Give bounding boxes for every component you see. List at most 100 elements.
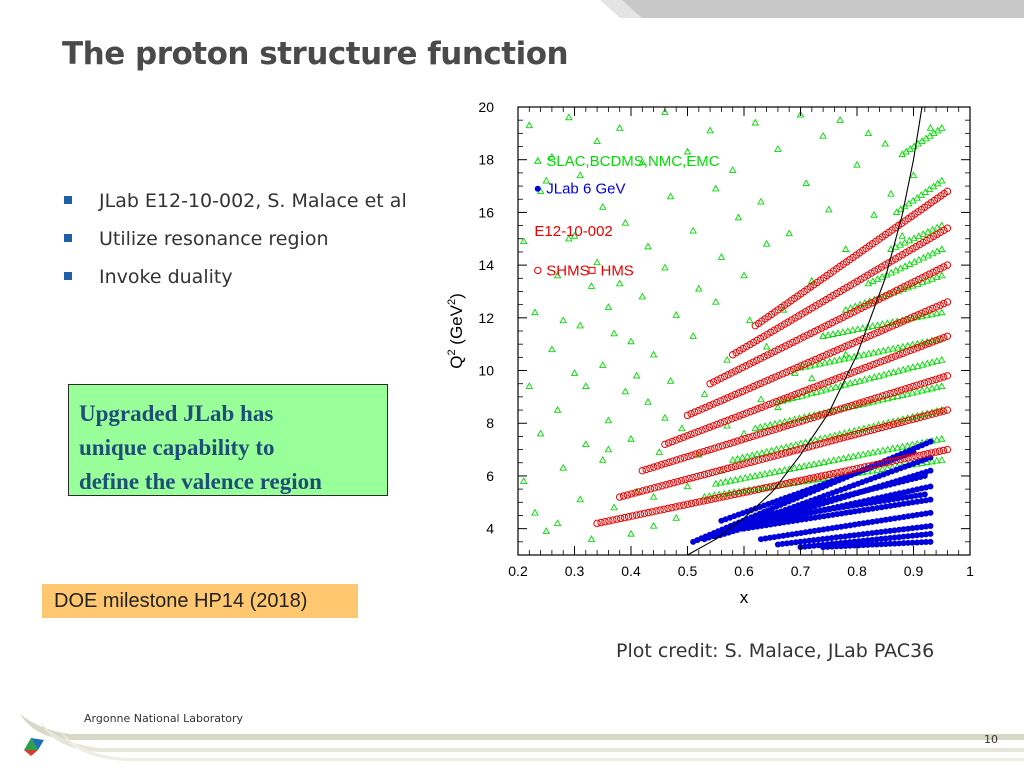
jlab6-point bbox=[891, 527, 898, 534]
slac-point bbox=[856, 376, 864, 384]
slac-point bbox=[610, 329, 618, 337]
shms-point bbox=[899, 317, 908, 325]
shms-point bbox=[683, 500, 692, 509]
jlab6-point bbox=[878, 517, 885, 524]
jlab6-point bbox=[917, 492, 924, 499]
jlab6-point bbox=[837, 533, 844, 540]
shms-point bbox=[940, 299, 948, 308]
jlab6-point bbox=[882, 528, 889, 535]
slac-point bbox=[928, 310, 936, 318]
slac-point bbox=[542, 176, 551, 184]
shms-point bbox=[869, 361, 877, 369]
shms-point bbox=[908, 453, 916, 461]
shms-point bbox=[716, 419, 725, 427]
shms-point bbox=[800, 360, 809, 368]
slac-point bbox=[937, 434, 946, 442]
valence-highlight-box: Upgraded JLab has unique capability to d… bbox=[68, 384, 388, 496]
shms-point bbox=[833, 346, 842, 354]
shms-point bbox=[762, 484, 771, 492]
slac-point bbox=[632, 371, 641, 379]
slac-point bbox=[770, 468, 779, 475]
jlab6-point bbox=[900, 526, 907, 533]
shms-point bbox=[904, 281, 912, 289]
shms-point bbox=[656, 506, 664, 514]
slac-point bbox=[695, 450, 703, 458]
jlab6-point bbox=[927, 509, 934, 516]
argonne-logo-icon bbox=[24, 738, 44, 756]
shms-point bbox=[909, 415, 917, 423]
shms-point bbox=[920, 412, 928, 420]
shms-point bbox=[737, 436, 746, 444]
shms-point bbox=[832, 317, 840, 325]
shms-point bbox=[785, 448, 794, 456]
shms-point bbox=[793, 363, 802, 372]
shms-point bbox=[802, 475, 810, 484]
shms-point bbox=[924, 378, 933, 386]
slac-point bbox=[868, 322, 877, 330]
slac-point bbox=[774, 145, 782, 152]
jlab6-point bbox=[829, 511, 836, 518]
slac-point bbox=[816, 359, 824, 367]
jlab6-point bbox=[872, 499, 879, 506]
shms-point bbox=[836, 405, 845, 413]
jlab6-point bbox=[838, 510, 845, 517]
shms-point bbox=[691, 450, 700, 458]
shms-point bbox=[660, 505, 668, 513]
shms-point bbox=[870, 330, 878, 338]
jlab6-point bbox=[860, 507, 867, 514]
shms-point bbox=[694, 406, 703, 415]
shms-point bbox=[731, 390, 739, 399]
slac-point bbox=[844, 453, 853, 461]
slac-point bbox=[761, 469, 769, 477]
slac-point bbox=[865, 374, 874, 382]
shms-point bbox=[817, 380, 825, 389]
slac-point bbox=[933, 335, 941, 343]
shms-point bbox=[758, 484, 767, 493]
shms-point bbox=[846, 309, 855, 318]
slac-point bbox=[918, 386, 926, 394]
y-axis-label-part: Q bbox=[447, 356, 466, 369]
jlab6-point bbox=[905, 513, 912, 520]
slac-point bbox=[774, 403, 782, 411]
shms-point bbox=[900, 455, 908, 463]
shms-point bbox=[912, 452, 920, 460]
shms-point bbox=[716, 397, 725, 405]
jlab6-point bbox=[776, 520, 783, 527]
jlab6-point bbox=[914, 539, 921, 546]
shms-point bbox=[593, 519, 601, 528]
jlab6-point bbox=[797, 538, 804, 545]
slac-point bbox=[745, 316, 754, 324]
jlab6-point bbox=[774, 541, 781, 548]
y-tick-label: 20 bbox=[478, 99, 494, 115]
jlab6-point bbox=[831, 505, 838, 512]
slac-point bbox=[928, 384, 936, 392]
slac-point bbox=[898, 232, 906, 239]
shms-point bbox=[803, 331, 811, 339]
slac-point bbox=[923, 276, 932, 284]
shms-point bbox=[918, 309, 926, 317]
shms-point bbox=[850, 308, 858, 316]
slac-point bbox=[899, 365, 907, 373]
shms-point bbox=[719, 493, 727, 501]
slac-point bbox=[839, 328, 847, 335]
shms-point bbox=[802, 386, 810, 394]
slac-point bbox=[733, 454, 742, 462]
jlab6-point bbox=[856, 520, 863, 527]
shms-point bbox=[796, 335, 804, 343]
shms-point bbox=[609, 516, 617, 524]
shms-point bbox=[702, 403, 710, 412]
shms-point bbox=[745, 433, 753, 442]
shms-point bbox=[749, 358, 757, 366]
jlab6-point bbox=[896, 514, 903, 521]
slac-point bbox=[933, 435, 941, 443]
slac-point bbox=[683, 482, 692, 490]
shms-point bbox=[861, 302, 869, 311]
jlab6-point bbox=[927, 483, 934, 490]
shms-point bbox=[943, 332, 952, 340]
shms-point bbox=[943, 187, 952, 196]
shms-point bbox=[810, 327, 819, 336]
slac-point bbox=[756, 470, 764, 478]
slac-point bbox=[582, 440, 590, 447]
slac-point bbox=[803, 390, 811, 398]
shms-point bbox=[885, 421, 894, 430]
